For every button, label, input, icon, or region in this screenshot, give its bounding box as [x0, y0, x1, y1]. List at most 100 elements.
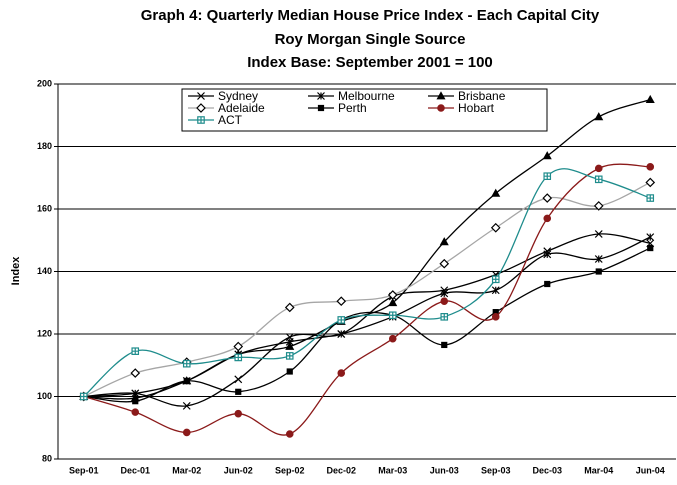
x-tick-label: Mar-02	[172, 465, 201, 475]
marker	[285, 430, 294, 438]
marker	[197, 92, 205, 100]
marker	[437, 104, 445, 112]
chart-title: Roy Morgan Single Source	[275, 31, 466, 48]
marker	[285, 341, 295, 350]
marker	[388, 334, 397, 343]
y-tick-label: 120	[37, 328, 52, 338]
chart-title: Index Base: September 2001 = 100	[247, 54, 493, 71]
marker	[593, 201, 604, 211]
legend-label: Adelaide	[218, 101, 265, 115]
marker	[182, 428, 191, 437]
x-tick-label: Sep-03	[481, 465, 511, 475]
marker	[337, 369, 346, 377]
marker	[182, 359, 191, 368]
marker	[234, 375, 243, 384]
y-tick-label: 100	[37, 391, 52, 401]
marker	[543, 250, 552, 259]
series-line	[83, 233, 651, 407]
marker	[440, 289, 449, 298]
marker	[440, 297, 449, 305]
x-tick-label: Dec-01	[120, 465, 150, 475]
marker	[646, 233, 655, 242]
x-tick-label: Dec-02	[326, 465, 356, 475]
marker	[317, 104, 325, 112]
marker	[645, 94, 655, 104]
x-tick-label: Jun-02	[224, 465, 253, 475]
marker	[131, 347, 140, 355]
marker	[543, 172, 552, 180]
marker	[197, 116, 205, 124]
marker	[183, 377, 190, 384]
marker	[284, 302, 295, 313]
marker	[542, 193, 553, 203]
marker	[645, 177, 656, 188]
legend-label: ACT	[218, 113, 243, 127]
marker	[196, 103, 206, 113]
marker	[594, 112, 604, 121]
x-tick-label: Sep-02	[275, 465, 305, 475]
y-tick-label: 80	[42, 453, 52, 463]
marker	[594, 164, 603, 173]
chart-title: Graph 4: Quarterly Median House Price In…	[141, 7, 600, 24]
marker	[441, 341, 448, 349]
series-line	[83, 181, 651, 398]
marker	[285, 352, 294, 360]
legend-label: Perth	[338, 101, 367, 115]
marker	[594, 255, 603, 263]
legend-label: Hobart	[458, 101, 495, 115]
marker	[594, 175, 603, 184]
marker	[543, 214, 552, 223]
marker	[388, 311, 397, 320]
marker	[491, 313, 500, 321]
marker	[286, 368, 293, 375]
y-tick-label: 200	[37, 78, 52, 88]
marker	[337, 330, 346, 338]
marker	[337, 316, 346, 324]
marker	[436, 91, 446, 100]
marker	[317, 92, 325, 100]
x-tick-label: Mar-04	[584, 465, 613, 475]
x-tick-label: Sep-01	[69, 465, 99, 475]
y-tick-label: 160	[37, 203, 52, 213]
x-tick-label: Dec-03	[532, 465, 562, 475]
y-axis-label: Index	[10, 256, 22, 286]
marker	[131, 408, 140, 416]
y-tick-label: 140	[37, 266, 52, 276]
legend-box	[181, 88, 548, 132]
marker	[646, 194, 655, 202]
marker	[234, 409, 243, 418]
marker	[490, 222, 501, 233]
marker	[594, 230, 603, 238]
x-tick-label: Mar-03	[378, 465, 407, 475]
marker	[491, 286, 500, 295]
y-tick-label: 180	[37, 141, 52, 151]
marker	[440, 313, 449, 321]
marker	[491, 275, 500, 284]
x-tick-label: Jun-03	[430, 465, 459, 475]
marker	[439, 237, 449, 246]
marker	[646, 163, 655, 171]
marker	[439, 258, 450, 269]
marker	[387, 290, 398, 300]
legend-label: Melbourne	[338, 89, 395, 103]
marker	[234, 353, 243, 362]
marker	[233, 341, 244, 352]
series-line	[83, 168, 651, 397]
legend-label: Sydney	[218, 89, 258, 103]
legend-label: Brisbane	[458, 89, 506, 103]
marker	[79, 392, 88, 401]
marker	[132, 398, 139, 405]
x-tick-label: Jun-04	[636, 465, 665, 475]
marker	[336, 296, 347, 307]
marker	[647, 244, 654, 252]
marker	[235, 388, 242, 395]
series-line	[83, 236, 651, 398]
marker	[130, 368, 141, 378]
marker	[388, 298, 398, 307]
marker	[542, 151, 552, 160]
marker	[491, 188, 501, 197]
marker	[544, 280, 551, 288]
marker	[595, 268, 602, 275]
